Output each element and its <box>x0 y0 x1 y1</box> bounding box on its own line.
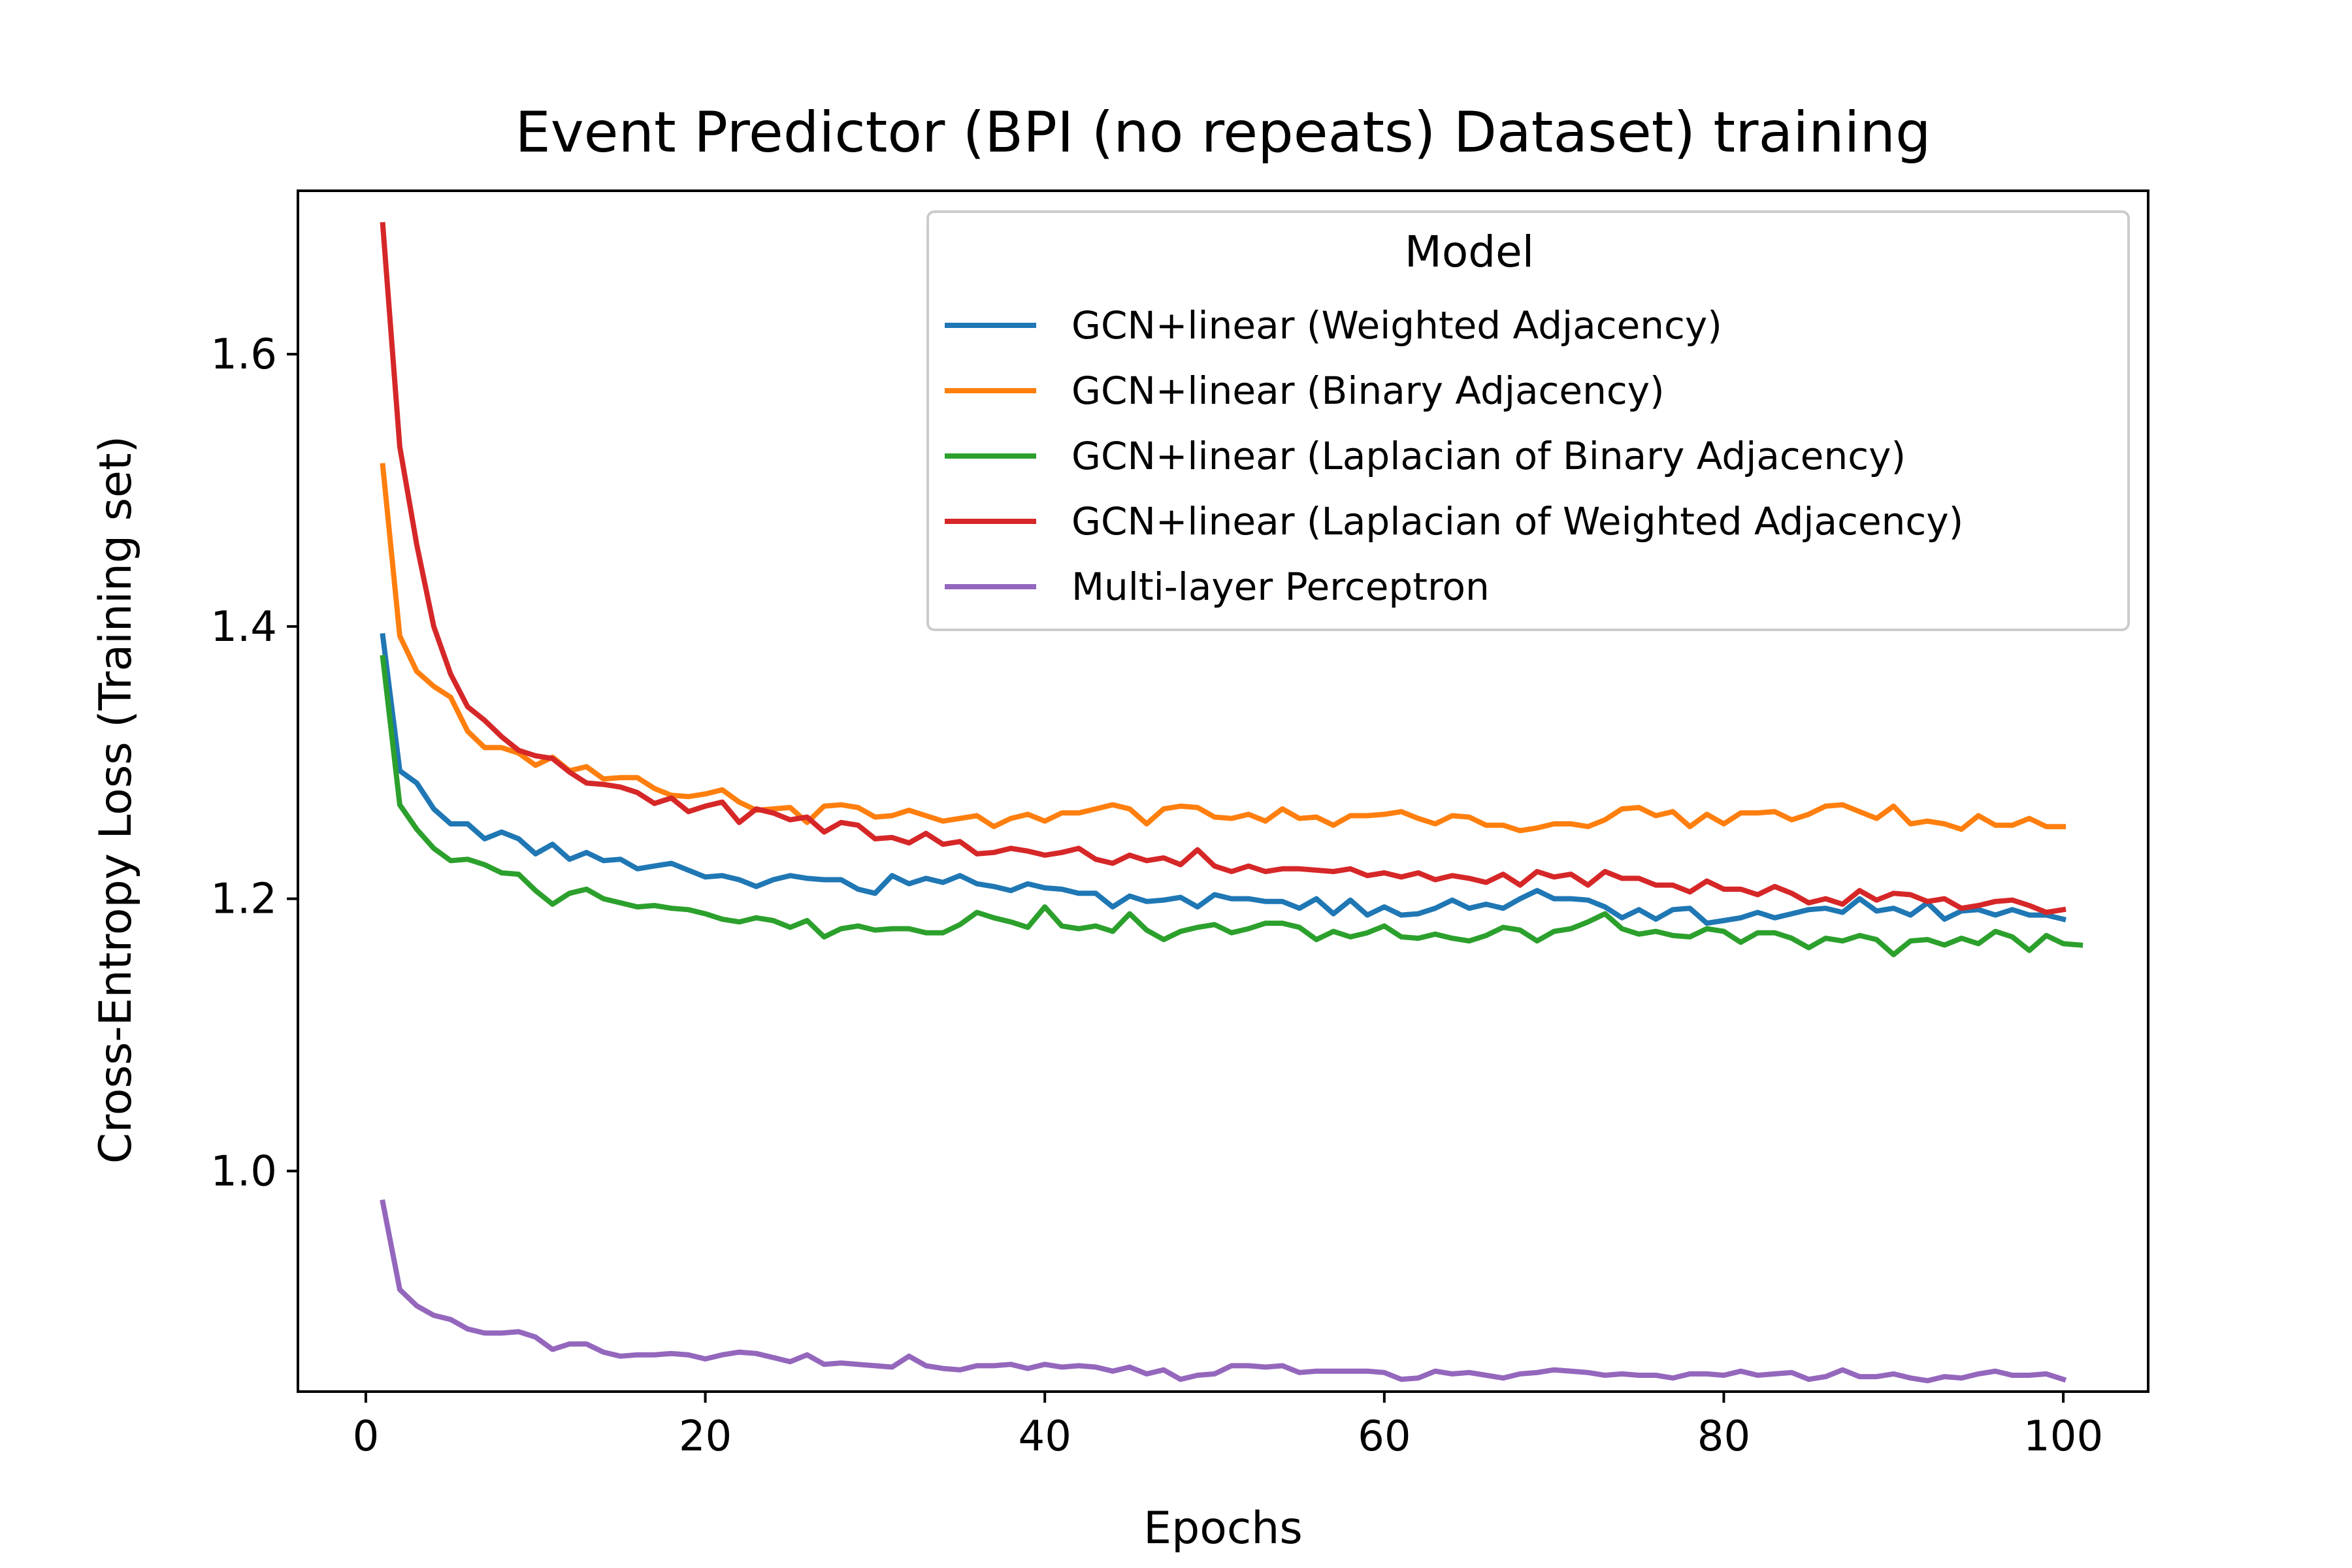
y-axis-label: Cross-Entropy Loss (Training set) <box>90 436 142 1164</box>
x-tick-label: 60 <box>1358 1413 1411 1461</box>
series-line-3 <box>380 655 2083 958</box>
legend-label: GCN+linear (Laplacian of Binary Adjacenc… <box>1071 434 1906 478</box>
series-line-2 <box>380 463 2066 834</box>
x-tick-label: 0 <box>353 1413 380 1461</box>
chart-title: Event Predictor (BPI (no repeats) Datase… <box>515 100 1931 165</box>
y-tick-label: 1.0 <box>210 1147 277 1196</box>
x-tick-label: 80 <box>1697 1413 1750 1461</box>
legend-label: GCN+linear (Binary Adjacency) <box>1071 368 1665 413</box>
y-tick-label: 1.2 <box>210 875 277 924</box>
axes-frame <box>297 189 2149 1393</box>
x-tick-label: 40 <box>1018 1413 1071 1461</box>
x-tick-label: 20 <box>679 1413 732 1461</box>
series-line-4 <box>380 221 2066 915</box>
legend: Model GCN+linear (Weighted Adjacency) GCN+… <box>926 210 2130 631</box>
legend-label: Multi-layer Perceptron <box>1071 564 1490 609</box>
series-line-1 <box>380 632 2066 926</box>
x-tick-label: 100 <box>2023 1413 2103 1461</box>
y-tick-label: 1.6 <box>210 331 277 379</box>
plot-area: 0 20 40 60 80 100 1.0 1.2 1.4 1.6 <box>210 189 2149 1461</box>
legend-title: Model <box>1405 227 1534 277</box>
legend-label: GCN+linear (Weighted Adjacency) <box>1071 303 1722 348</box>
series-line-5 <box>380 1199 2067 1384</box>
legend-box <box>926 210 2130 631</box>
x-axis-label: Epochs <box>1143 1503 1303 1554</box>
y-tick-label: 1.4 <box>210 603 277 651</box>
legend-label: GCN+linear (Laplacian of Weighted Adjace… <box>1071 499 1963 544</box>
